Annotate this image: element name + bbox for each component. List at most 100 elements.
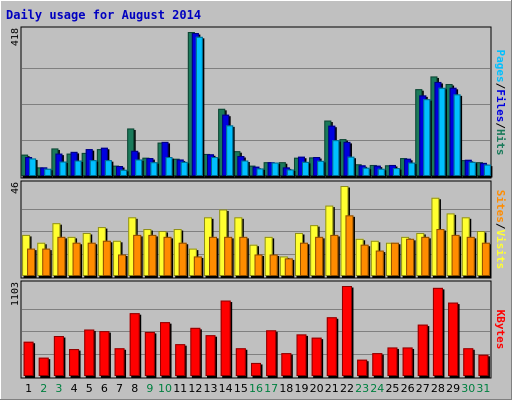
bar-pages-day-14 [226,125,235,178]
panel-kbytes: 1103 KBytes [10,280,507,379]
bar-kbytes-day-12 [190,327,202,378]
bar-face [187,32,195,176]
bar-sites-day-18 [284,258,295,278]
bar-face [330,234,339,276]
bar-face [354,164,362,176]
bar-kbytes-day-31 [478,354,490,378]
legend-hits-files-pages: Pages/Files/Hits [494,50,507,156]
bar-sites-day-22 [345,215,355,278]
bar-face [445,84,453,176]
bar-face [233,151,241,176]
bar-pages-day-20 [317,160,326,178]
bar-face [415,89,423,176]
bar-edge [341,286,352,376]
bar-kbytes-day-10 [160,322,172,378]
bar-face [211,157,219,176]
bar-face [324,120,332,176]
bar-face [400,158,408,176]
bar-kbytes-day-5 [84,329,96,378]
bar-face [286,169,294,176]
bar-sites-day-15 [239,236,249,278]
bar-edge [402,347,413,377]
bar-face [355,238,364,276]
bar-edge [483,164,491,176]
bar-face [38,357,49,376]
legend-files: Files [494,89,507,122]
bar-face [226,125,234,176]
bar-face [70,151,78,176]
bar-face [282,167,290,176]
bar-face [193,256,202,276]
bar-face [326,317,337,376]
bar-face [328,125,336,176]
bar-sites-day-3 [57,236,67,278]
bar-face [37,242,46,276]
bar-face [481,242,490,276]
bar-edge [150,162,158,176]
bar-face [271,162,279,176]
bar-face [51,148,59,176]
bar-face [311,337,322,376]
bar-edge [421,236,430,277]
bar-face [479,162,487,176]
bar-edge [256,168,264,176]
bar-sites-day-28 [436,229,446,278]
bar-edge [436,229,445,276]
bar-face [218,108,226,176]
bar-face [190,327,201,376]
bar-face [416,232,425,276]
bar-face [464,159,472,176]
legend-hits: Hits [494,129,507,156]
legend-sites: Sites [494,190,507,223]
bar-face [118,254,127,276]
bar-sites-day-5 [87,242,98,278]
bar-face [267,162,275,176]
bar-kbytes-day-24 [372,353,384,378]
bar-face [102,240,111,276]
legend-pages: Pages [494,50,507,83]
bar-edge [129,313,140,377]
x-label-day-27: 27 [416,382,430,395]
bar-face [434,81,442,176]
x-label-day-12: 12 [188,382,202,395]
bar-face [235,348,246,376]
legend-separator: / [494,122,507,129]
bar-edge [453,94,461,176]
bar-pages-day-24 [377,168,387,178]
bar-face [84,329,95,376]
x-label-day-3: 3 [55,382,62,395]
bar-edge [463,348,474,376]
bar-face [417,324,428,376]
bar-face [180,161,188,176]
bar-face [332,140,340,176]
bar-sites-day-8 [133,234,143,278]
bar-edge [408,162,416,176]
bar-sites-day-19 [299,242,310,278]
x-label-day-21: 21 [325,382,339,395]
bar-face [362,167,370,176]
bar-face [360,244,369,276]
bar-edge [178,242,187,277]
bar-sites-day-25 [390,242,401,278]
bar-edge [99,331,110,377]
bar-face [372,353,383,376]
bar-face [341,286,352,376]
bar-sites-day-14 [224,236,234,278]
bar-edge [390,242,399,277]
bar-face [296,334,307,376]
bar-face [116,166,124,176]
bar-pages-day-29 [453,94,463,178]
bar-pages-day-11 [180,161,190,178]
bar-face [436,229,445,276]
bar-face [432,287,443,376]
bar-kbytes-day-16 [251,362,263,378]
bar-face [345,215,354,276]
bar-edge [296,334,307,377]
bar-pages-day-16 [256,168,265,178]
bar-pages-day-3 [59,161,68,178]
bar-face [163,236,172,276]
bar-edge [315,236,324,277]
bar-kbytes-day-6 [99,331,111,378]
bar-face [387,347,398,376]
bar-edge [466,236,475,277]
